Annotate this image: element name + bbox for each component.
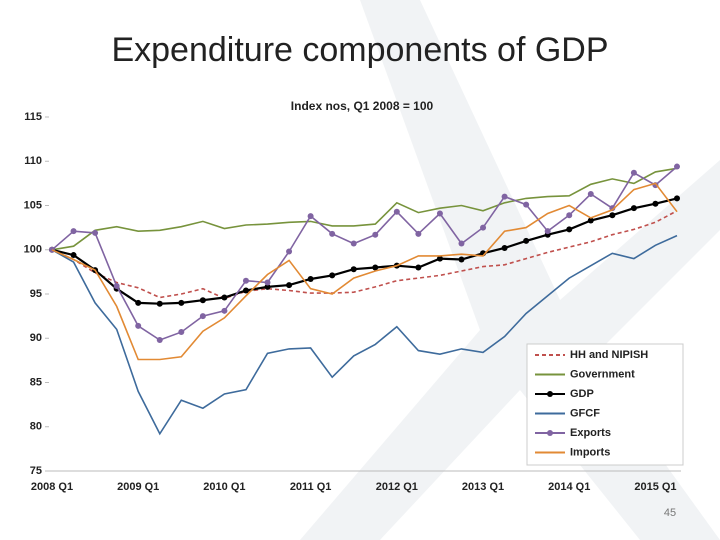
data-point bbox=[350, 266, 357, 273]
x-tick-label: 2012 Q1 bbox=[376, 481, 418, 493]
series-line bbox=[51, 165, 678, 341]
y-tick-label: 110 bbox=[24, 155, 42, 167]
x-tick-label: 2014 Q1 bbox=[548, 481, 590, 493]
data-point bbox=[242, 277, 249, 284]
legend-label: Exports bbox=[570, 427, 611, 439]
legend-marker bbox=[547, 391, 553, 397]
data-point bbox=[221, 294, 228, 301]
y-tick-label: 85 bbox=[30, 376, 42, 388]
data-point bbox=[480, 224, 487, 231]
chart-title: Expenditure components of GDP bbox=[111, 31, 608, 69]
chart-subtitle: Index nos, Q1 2008 = 100 bbox=[291, 99, 434, 113]
legend-marker bbox=[547, 430, 553, 436]
data-point bbox=[350, 240, 357, 247]
y-tick-label: 100 bbox=[24, 244, 42, 256]
legend-box bbox=[526, 343, 684, 466]
data-point bbox=[199, 297, 206, 304]
data-point bbox=[415, 230, 422, 237]
data-point bbox=[566, 226, 573, 233]
legend-label: Government bbox=[570, 368, 635, 380]
data-point bbox=[523, 201, 530, 208]
data-point bbox=[372, 231, 379, 238]
data-point bbox=[242, 287, 249, 294]
data-point bbox=[307, 213, 314, 220]
data-point bbox=[264, 279, 271, 286]
data-point bbox=[587, 217, 594, 224]
data-point bbox=[135, 299, 142, 306]
data-point bbox=[609, 212, 616, 219]
legend-label: Imports bbox=[570, 446, 610, 458]
series-line bbox=[51, 182, 678, 361]
data-point bbox=[393, 208, 400, 215]
plot-area: 75 80 85 90 95 100 105 110 115 2008 Q1 2009 Q1 2010… bbox=[24, 111, 684, 493]
data-point bbox=[630, 205, 637, 212]
data-point bbox=[566, 212, 573, 219]
series-line bbox=[51, 234, 678, 436]
data-point bbox=[458, 240, 465, 247]
data-point bbox=[70, 252, 77, 259]
data-point bbox=[458, 256, 465, 263]
legend-label: GDP bbox=[570, 388, 594, 400]
data-point bbox=[523, 237, 530, 244]
data-point bbox=[135, 322, 142, 329]
data-point bbox=[70, 228, 77, 235]
y-tick-label: 75 bbox=[30, 465, 42, 477]
legend-label: GFCF bbox=[570, 407, 600, 419]
series-line bbox=[51, 210, 678, 300]
data-point bbox=[501, 244, 508, 251]
data-point bbox=[415, 264, 422, 271]
data-point bbox=[286, 282, 293, 289]
y-tick-label: 115 bbox=[24, 111, 42, 123]
data-point bbox=[92, 229, 99, 236]
x-tick-label: 2011 Q1 bbox=[290, 481, 332, 493]
page-number: 45 bbox=[664, 507, 676, 519]
legend-label: HH and NIPISH bbox=[570, 349, 648, 361]
data-point bbox=[544, 228, 551, 235]
y-tick-label: 105 bbox=[24, 199, 42, 211]
x-tick-label: 2010 Q1 bbox=[203, 481, 245, 493]
data-point bbox=[178, 329, 185, 336]
data-point bbox=[436, 210, 443, 217]
data-point bbox=[630, 169, 637, 176]
data-point bbox=[674, 195, 680, 202]
data-point bbox=[587, 190, 594, 197]
data-point bbox=[49, 246, 55, 253]
data-point bbox=[264, 283, 271, 290]
data-point bbox=[372, 264, 379, 271]
y-tick-label: 95 bbox=[30, 288, 42, 300]
data-point bbox=[674, 163, 680, 170]
x-tick-label: 2015 Q1 bbox=[634, 481, 676, 493]
data-point bbox=[286, 248, 293, 255]
data-point bbox=[178, 299, 185, 306]
x-tick-label: 2013 Q1 bbox=[462, 481, 504, 493]
data-point bbox=[113, 283, 120, 290]
series-line bbox=[51, 167, 678, 251]
y-tick-label: 80 bbox=[30, 421, 42, 433]
data-point bbox=[156, 300, 163, 307]
data-point bbox=[199, 313, 206, 320]
data-point bbox=[329, 272, 336, 279]
data-point bbox=[652, 200, 659, 207]
y-tick-label: 90 bbox=[30, 332, 42, 344]
data-point bbox=[307, 275, 314, 282]
data-point bbox=[436, 255, 443, 262]
series-line bbox=[51, 197, 678, 305]
data-point bbox=[156, 337, 163, 344]
data-point bbox=[329, 230, 336, 237]
x-tick-label: 2008 Q1 bbox=[31, 481, 73, 493]
x-tick-label: 2009 Q1 bbox=[117, 481, 159, 493]
data-point bbox=[221, 307, 228, 314]
data-point bbox=[501, 193, 508, 200]
